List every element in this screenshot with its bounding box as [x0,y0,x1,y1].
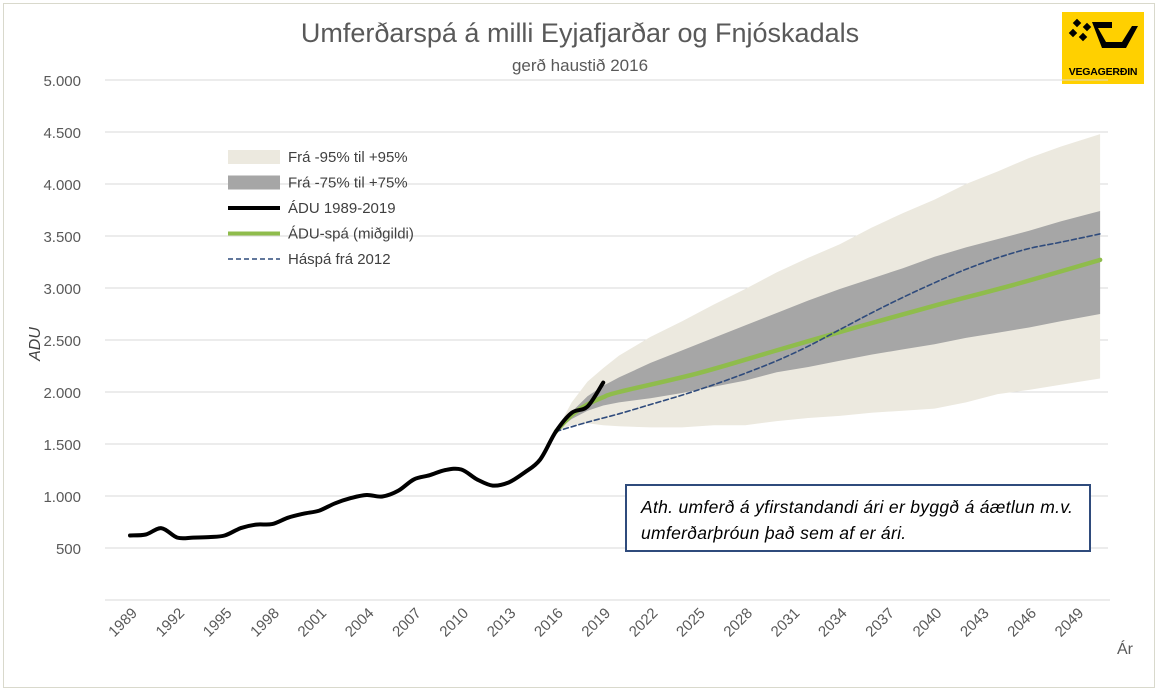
x-tick-label: 2049 [1052,605,1088,641]
x-tick-label: 2025 [673,605,709,641]
x-tick-label: 2007 [389,605,425,641]
legend-label: Frá -95% til +95% [288,149,408,166]
y-tick-label: 1.000 [43,489,81,506]
x-tick-label: 1992 [153,605,189,641]
y-tick-label: 4.500 [43,125,81,142]
x-tick-label: 2046 [1004,605,1040,641]
legend-swatch [228,175,280,190]
series-lines [128,233,1103,541]
series-line-4 [555,233,1101,433]
x-axis-label: Ár [1117,639,1134,658]
vegagerdin-logo: VEGAGERÐIN [1062,12,1144,84]
y-tick-label: 4.000 [43,177,81,194]
legend: Frá -95% til +95% Frá -75% til +75% ÁDU 19… [228,149,414,268]
x-tick-label: 1995 [200,605,236,641]
y-tick-label: 2.500 [43,333,81,350]
y-axis-ticks: 5.000 4.500 4.000 3.500 3.000 2.500 2.000 1.500… [43,73,81,558]
x-tick-label: 1998 [247,605,283,641]
y-tick-label: 3.500 [43,229,81,246]
legend-label: Háspá frá 2012 [288,251,391,268]
x-tick-label: 2022 [626,605,662,641]
x-tick-label: 2037 [862,605,898,641]
legend-label: ÁDU-spá (miðgildi) [288,226,414,243]
chart-title: Umferðarspá á milli Eyjafjarðar og Fnjós… [300,18,860,48]
y-tick-label: 2.000 [43,385,81,402]
y-tick-label: 5.000 [43,73,81,90]
y-tick-label: 1.500 [43,437,81,454]
y-axis-label: ADU [27,327,44,362]
x-axis-ticks: 1989 1992 1995 1998 2001 2004 2007 2010 2013 2016… [105,605,1087,641]
x-tick-label: 2031 [768,605,804,641]
x-tick-label: 2028 [720,605,756,641]
series-line-2 [128,380,606,541]
annotation-note: Ath. umferð á yfirstandandi ári er byggð… [625,484,1091,552]
x-tick-label: 2004 [342,605,378,641]
y-tick-label: 3.000 [43,281,81,298]
logo-emblem-icon [1068,18,1138,48]
y-tick-label: 500 [56,541,81,558]
x-tick-label: 2019 [578,605,614,641]
legend-label: ÁDU 1989-2019 [288,200,396,217]
x-tick-label: 1989 [105,605,141,641]
x-tick-label: 2010 [436,605,472,641]
x-tick-label: 2040 [910,605,946,641]
x-tick-label: 2001 [294,605,330,641]
x-tick-label: 2043 [957,605,993,641]
chart-subtitle: gerð haustið 2016 [511,56,649,75]
x-tick-label: 2016 [531,605,567,641]
x-tick-label: 2013 [484,605,520,641]
legend-label: Frá -75% til +75% [288,175,408,192]
legend-swatch [228,150,280,164]
chart-frame [3,3,1155,688]
logo-text: VEGAGERÐIN [1068,66,1138,78]
x-tick-label: 2034 [815,605,851,641]
